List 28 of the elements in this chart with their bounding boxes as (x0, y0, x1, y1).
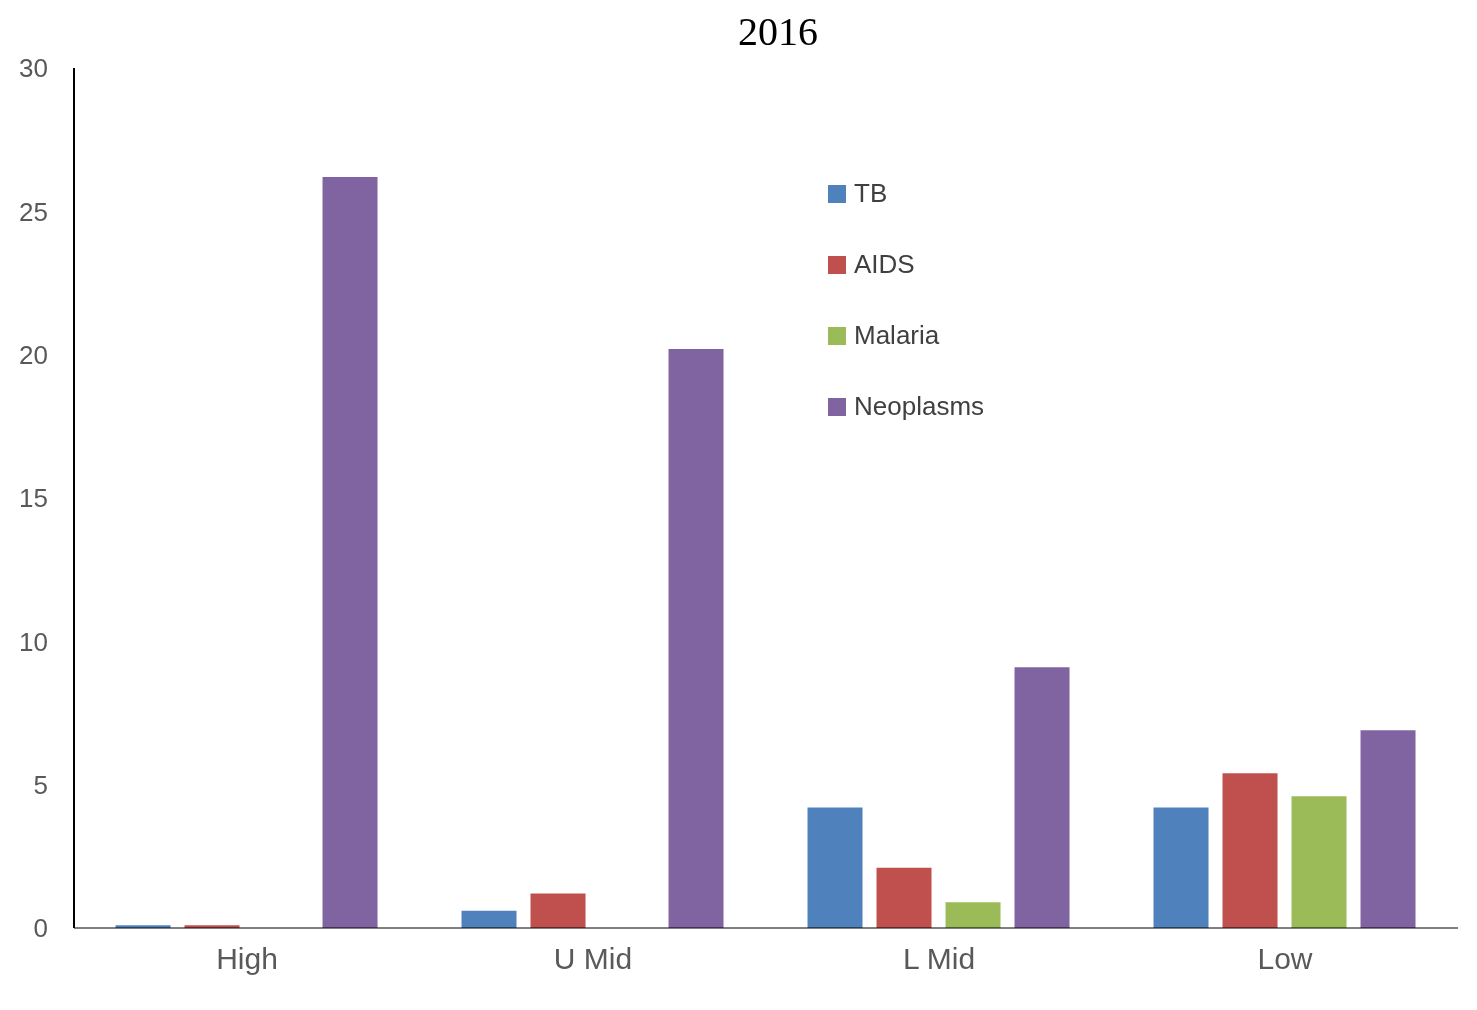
x-tick-label: Low (1257, 942, 1313, 976)
bar (807, 807, 863, 928)
bar (668, 348, 724, 928)
legend-label: Neoplasms (854, 391, 985, 422)
y-tick-label: 10 (19, 626, 48, 657)
bar (322, 176, 378, 928)
bar (1360, 730, 1416, 928)
legend-label: TB (854, 178, 888, 209)
bar (530, 893, 586, 928)
y-tick-label: 25 (19, 196, 48, 227)
bar (945, 902, 1001, 928)
bar (1014, 667, 1070, 928)
x-tick-label: L Mid (902, 942, 976, 976)
chart-title: 2016 (738, 9, 818, 54)
y-tick-label: 0 (33, 913, 48, 944)
bar (1222, 773, 1278, 928)
y-tick-label: 15 (19, 483, 48, 514)
x-tick-label: U Mid (553, 942, 633, 976)
bar (1291, 796, 1347, 928)
legend-label: AIDS (854, 249, 915, 280)
x-tick-label: High (216, 942, 278, 976)
bar (1153, 807, 1209, 928)
y-tick-label: 30 (19, 53, 48, 84)
bar (461, 910, 517, 928)
bar (876, 867, 932, 928)
y-tick-label: 20 (19, 339, 48, 370)
y-tick-label: 5 (33, 769, 48, 800)
legend-label: Malaria (854, 320, 940, 351)
